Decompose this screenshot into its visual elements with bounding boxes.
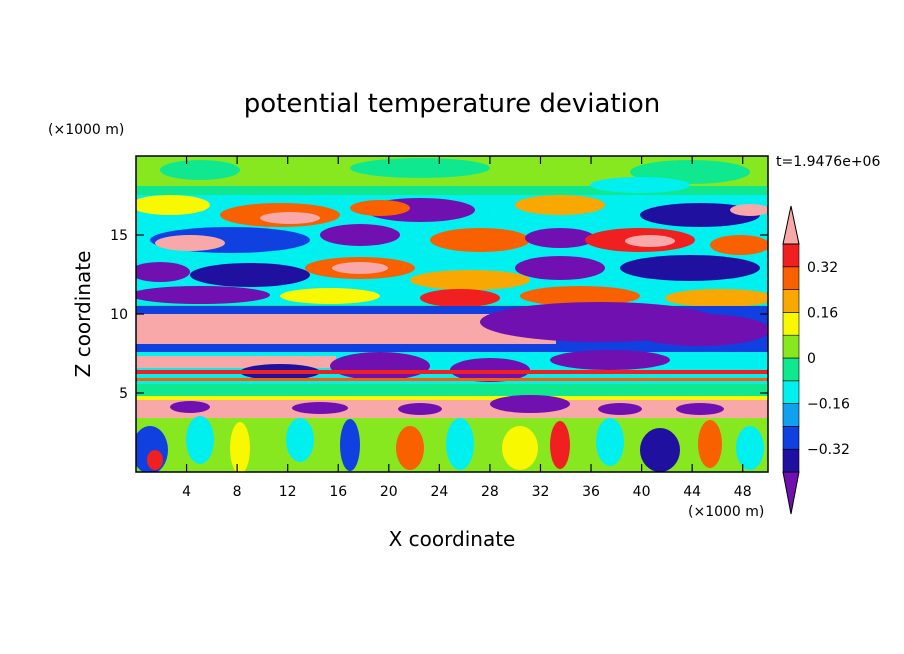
colorbar-segment (782, 403, 800, 427)
colorbar-segment (782, 266, 800, 290)
colorbar: 0.32 0.16 0 −0.16 −0.32 (782, 205, 850, 515)
x-tick-label: 4 (182, 484, 191, 500)
x-unit-label: (×1000 m) (688, 504, 764, 520)
colorbar-segment (782, 312, 800, 336)
time-label: t=1.9476e+06 (776, 154, 880, 170)
z-tick-label: 15 (110, 228, 128, 244)
colorbar-min-triangle (782, 471, 800, 515)
colorbar-label: −0.32 (807, 442, 850, 458)
x-tick-label: 8 (233, 484, 242, 500)
contour-field (136, 156, 768, 472)
colorbar-segment (782, 357, 800, 382)
x-tick-label: 32 (532, 484, 550, 500)
x-tick-label: 24 (430, 484, 448, 500)
colorbar-label: 0 (807, 351, 816, 367)
x-tick-label: 16 (329, 484, 347, 500)
z-axis-label: Z coordinate (71, 251, 95, 378)
x-tick-label: 20 (380, 484, 398, 500)
z-tick-label: 5 (119, 386, 128, 402)
colorbar-segment (782, 426, 800, 450)
z-tick-label: 10 (110, 307, 128, 323)
x-axis-label: X coordinate (389, 527, 516, 551)
x-tick-label: 44 (683, 484, 701, 500)
colorbar-label: 0.16 (807, 305, 838, 321)
x-tick-label: 40 (633, 484, 651, 500)
colorbar-segment (782, 334, 800, 359)
colorbar-label: 0.32 (807, 260, 838, 276)
x-tick-label: 48 (734, 484, 752, 500)
x-axis: 4 8 12 16 20 24 28 32 36 40 44 48 (182, 156, 752, 500)
x-tick-label: 36 (582, 484, 600, 500)
z-unit-label: (×1000 m) (48, 122, 124, 138)
x-tick-label: 12 (279, 484, 297, 500)
colorbar-segment (782, 380, 800, 404)
colorbar-max-triangle (782, 205, 800, 245)
colorbar-label: −0.16 (807, 397, 850, 413)
x-tick-label: 28 (481, 484, 499, 500)
colorbar-segment (782, 243, 800, 268)
chart-title: potential temperature deviation (244, 89, 660, 119)
colorbar-segment (782, 289, 800, 313)
colorbar-segment (782, 448, 800, 473)
z-axis: 5 10 15 (110, 228, 768, 402)
